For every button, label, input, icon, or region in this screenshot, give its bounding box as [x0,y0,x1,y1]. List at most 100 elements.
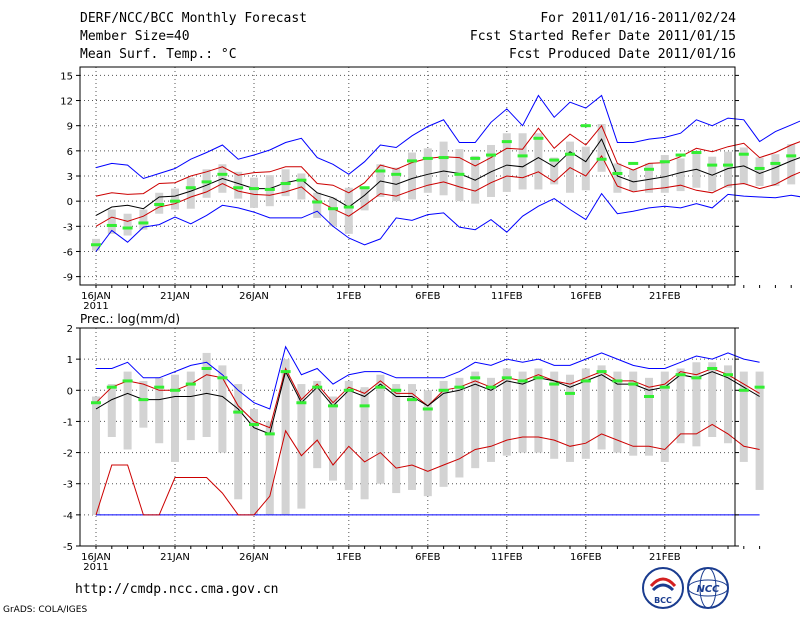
prec-median-mark [154,385,165,389]
prec-median-mark [644,395,654,399]
prec-box [186,371,195,441]
prec-ytick-label: -3 [63,480,73,491]
temp-median-mark [391,172,402,176]
prec-box [123,371,132,450]
prec-ytick-label: -2 [63,449,73,460]
temp-box [518,133,527,190]
temp-median-mark [375,169,386,173]
forecast-produced-date: Fcst Produced Date 2011/01/16 [509,47,736,62]
temp-xtick-label: 6FEB [415,291,440,302]
temp-median-mark [501,140,512,144]
temp-box [234,171,243,199]
prec-box [281,359,290,515]
prec-median-mark [106,385,117,389]
temp-median-mark [770,161,781,165]
temp-box [708,156,717,192]
prec-box [408,384,416,490]
temp-box [787,144,796,185]
temp-box [676,158,685,192]
temp-median-mark [533,136,544,140]
temp-median-mark [580,124,591,128]
temp-box [755,157,764,187]
prec-median-mark [675,373,686,377]
prec-panel-title: Prec.: log(mm/d) [80,312,180,326]
temp-median-mark [233,186,244,190]
prec-box [313,380,322,469]
prec-box [439,380,448,487]
temp-ytick-label: 15 [60,71,73,82]
prec-xtick-label: 11FEB [491,552,523,563]
prec-median-mark [612,379,623,383]
temp-xtick-label: 21FEB [649,291,681,302]
prec-xtick-label: 16FEB [570,552,602,563]
prec-median-mark [249,423,259,427]
prec-median-mark [707,366,718,370]
temp-median-mark [328,207,338,211]
prec-box [708,362,717,437]
prec-median-mark [438,388,449,392]
prec-box [202,352,211,437]
temp-ytick-label: 0 [67,197,73,208]
grads-credit: GrADS: COLA/IGES [3,605,88,615]
prec-panel: 2 1 0 -1 -2 -3 -4 -5 16JAN 21JAN 26JAN 1FEB 6FEB 11FE… [63,324,765,573]
prec-median-mark [517,379,528,383]
temp-xtick-label: 1FEB [336,291,361,302]
temp-median-mark [691,151,702,155]
temp-median-mark [723,163,733,167]
prec-median-mark [264,432,275,436]
temp-line-upper-spread [95,124,800,197]
prec-xtick-label: 26JAN [239,552,269,563]
temp-box [487,144,495,197]
prec-median-mark [659,385,670,389]
prec-ytick-label: 2 [67,324,73,335]
temp-median-mark [343,205,354,209]
temp-box [344,187,353,234]
temp-median-mark [122,226,133,230]
prec-box [739,371,748,462]
prec-box [155,377,164,444]
temp-median-mark [517,154,528,158]
temp-box [107,209,116,234]
prec-box [581,368,590,459]
prec-year-label: 2011 [83,562,108,573]
temp-line-min-envelope [95,192,800,252]
prec-box [645,377,653,456]
temp-median-mark [106,223,117,227]
prec-median-mark [185,382,196,386]
temp-xtick-label: 21JAN [160,291,190,302]
prec-xtick-label: 16JAN [81,552,111,563]
prec-median-mark [122,379,133,383]
temp-median-mark [249,187,259,191]
prec-box [139,380,148,428]
chart-title: DERF/NCC/BCC Monthly Forecast [80,11,307,26]
temp-ytick-label: -9 [63,273,73,284]
source-url[interactable]: http://cmdp.ncc.cma.gov.cn [75,582,279,597]
temp-box [171,188,179,210]
prec-box [344,380,353,490]
temp-box [502,133,511,192]
temp-median-mark [217,172,228,176]
prec-box [755,371,764,490]
temp-median-mark [170,199,180,203]
prec-median-mark [580,379,591,383]
temp-median-mark [549,158,560,162]
prec-ytick-label: -4 [63,511,73,522]
prec-box [518,371,527,453]
temp-box [139,209,148,230]
prec-line-max-envelope [96,345,760,410]
temp-box [423,148,432,193]
temp-median-mark [644,167,654,171]
temp-median-mark [786,154,797,158]
temp-box [581,146,590,191]
prec-median-mark [454,385,465,389]
temp-median-mark [91,243,101,247]
temp-median-mark [565,152,575,156]
prec-median-mark [691,376,702,380]
temp-median-mark [486,153,496,157]
prec-ytick-label: 0 [67,386,73,397]
temp-median-mark [201,180,212,184]
prec-box [376,374,385,484]
temp-panel: 15 12 9 6 3 0 -3 -6 -9 16JAN 21JAN 26JAN 1FEB 6FEB 11F… [60,66,800,312]
prec-box [660,371,669,462]
ncc-logo: NCC [687,567,729,609]
